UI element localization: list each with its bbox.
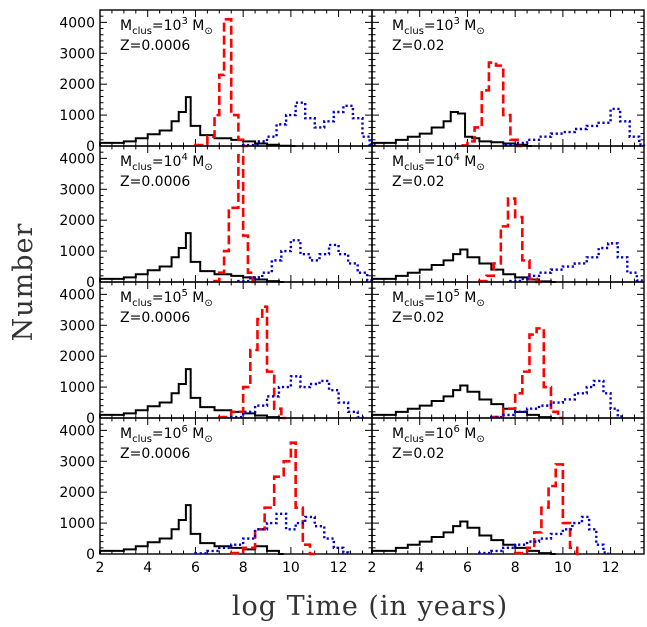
x-tick-label: 10 [282,560,300,576]
x-tick-label: 6 [191,560,200,576]
series-solid-line [99,232,284,283]
series-dashed-line [513,463,582,556]
series-solid-line [371,248,556,283]
series-dashed-line [194,17,248,148]
y-tick-label: 2000 [59,485,95,501]
series-dashed-line [213,153,258,284]
x-tick-label: 8 [511,560,520,576]
series-dotted-line [241,101,376,147]
y-axis-label: Number [8,223,39,342]
panel-metallicity-label: Z=0.0006 [120,174,190,190]
panel-mass-label: Mclus=104 M⊙ [120,152,213,173]
series-dotted-line [237,239,374,283]
series-dashed-line [489,327,563,420]
panel-mass-label: Mclus=103 M⊙ [120,16,213,37]
panel-metallicity-label: Z=0.0006 [120,310,190,326]
series-dashed-line [461,61,523,148]
panel-mass-label: Mclus=105 M⊙ [392,288,485,309]
x-tick-label: 2 [368,560,377,576]
panel-r3-c0: 0 1000 2000 3000 4000 2 4 6 8 10 12 Mclus=106 M⊙Z=0… [59,417,373,576]
panel-mass-label: Mclus=106 M⊙ [120,424,213,445]
series-dashed-line [217,305,287,420]
y-tick-label: 2000 [59,349,95,365]
series-solid-line [99,368,284,419]
series-dotted-line [478,515,610,555]
y-tick-label: 4000 [59,423,95,439]
x-tick-label: 12 [330,560,348,576]
panel-metallicity-label: Z=0.02 [392,38,445,54]
y-tick-label: 3000 [59,318,95,334]
y-tick-label: 4000 [59,15,95,31]
y-tick-label: 2000 [59,77,95,93]
y-tick-label: 1000 [59,516,95,532]
x-tick-label: 10 [554,560,572,576]
panel-r3-c1: 2 4 6 8 10 12 Mclus=106 M⊙Z=0.02 [368,417,645,576]
y-tick-label: 3000 [59,182,95,198]
axis-labels-layer: Number log Time (in years) [8,223,508,622]
y-tick-label: 1000 [59,108,95,124]
y-tick-label: 0 [86,139,95,155]
y-tick-label: 1000 [59,244,95,260]
series-dashed-line [478,197,542,284]
x-tick-label: 4 [415,560,424,576]
panel-r0-c0: 0 1000 2000 3000 4000 Mclus=103 M⊙Z=0.0006 [59,9,376,155]
series-dotted-line [230,375,364,419]
series-solid-line [99,96,296,147]
y-tick-label: 0 [86,411,95,427]
y-tick-label: 4000 [59,287,95,303]
panel-mass-label: Mclus=106 M⊙ [392,424,485,445]
panel-r1-c0: 0 1000 2000 3000 4000 Mclus=104 M⊙Z=0.0006 [59,145,374,291]
y-tick-label: 0 [86,547,95,563]
panel-mass-label: Mclus=103 M⊙ [392,16,485,37]
series-solid-line [371,111,532,147]
panel-metallicity-label: Z=0.0006 [120,38,190,54]
y-tick-label: 1000 [59,380,95,396]
series-dashed-line [229,441,315,556]
panel-r1-c1: Mclus=104 M⊙Z=0.02 [371,145,645,284]
panel-metallicity-label: Z=0.02 [392,446,445,462]
panel-mass-label: Mclus=105 M⊙ [120,288,213,309]
x-tick-label: 4 [143,560,152,576]
y-tick-label: 2000 [59,213,95,229]
panel-r2-c0: 0 1000 2000 3000 4000 Mclus=105 M⊙Z=0.0006 [59,281,373,427]
series-dotted-line [194,512,350,555]
x-tick-label: 8 [239,560,248,576]
x-tick-label: 12 [602,560,620,576]
panel-metallicity-label: Z=0.0006 [120,446,190,462]
panel-metallicity-label: Z=0.02 [392,310,445,326]
series-solid-line [371,384,556,419]
y-tick-label: 4000 [59,151,95,167]
panel-r2-c1: Mclus=105 M⊙Z=0.02 [371,281,645,420]
y-tick-label: 3000 [59,46,95,62]
x-tick-label: 2 [96,560,105,576]
panel-mass-label: Mclus=104 M⊙ [392,152,485,173]
x-tick-label: 6 [463,560,472,576]
panel-metallicity-label: Z=0.02 [392,174,445,190]
y-tick-label: 3000 [59,454,95,470]
y-tick-label: 0 [86,275,95,291]
series-dotted-line [504,107,646,147]
panel-r0-c1: Mclus=103 M⊙Z=0.02 [371,9,646,148]
x-axis-label: log Time (in years) [232,591,508,622]
series-dotted-line [490,379,624,419]
